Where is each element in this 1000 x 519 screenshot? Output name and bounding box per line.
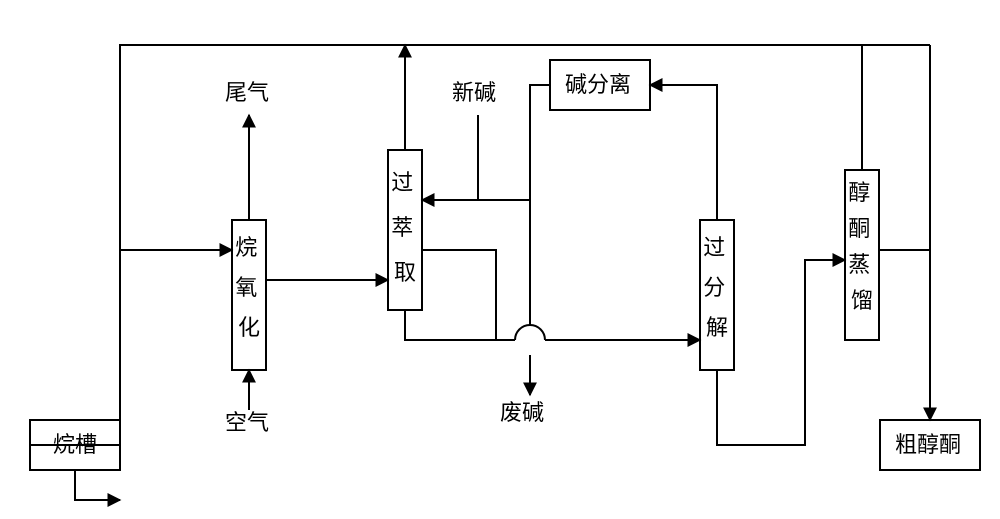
char: 烷	[235, 235, 257, 260]
edge-extraction-side	[422, 250, 496, 340]
char: 取	[394, 260, 416, 285]
label-air: 空气	[225, 410, 269, 435]
node-crude-label: 粗醇酮	[895, 432, 961, 457]
label-waste-alkali: 废碱	[500, 400, 544, 425]
char: 蒸	[848, 252, 870, 277]
char: 醇	[848, 180, 870, 205]
edge-tank-out	[75, 470, 120, 500]
char: 酮	[848, 216, 870, 241]
char: 解	[706, 315, 728, 340]
node-alkali-separation-label: 碱分离	[565, 72, 631, 97]
char: 萃	[391, 215, 413, 240]
char: 过	[391, 170, 413, 195]
edge-decompose-to-sep	[650, 85, 717, 220]
char: 过	[703, 235, 725, 260]
char: 氧	[235, 275, 257, 300]
char: 化	[238, 315, 260, 340]
label-tail-gas: 尾气	[225, 80, 269, 105]
char: 馏	[851, 288, 873, 313]
node-oxidation-label: 烷 氧 化	[235, 235, 263, 340]
edge-decompose-to-distill	[717, 260, 845, 445]
edge-recycle-top	[30, 45, 405, 445]
edge-extraction-bottom	[405, 310, 515, 340]
node-extraction-label: 过 萃 取	[391, 170, 419, 285]
edge-hop-arc	[515, 325, 545, 340]
label-new-alkali: 新碱	[452, 80, 496, 105]
node-decompose-label: 过 分 解	[703, 235, 731, 340]
char: 分	[703, 275, 725, 300]
